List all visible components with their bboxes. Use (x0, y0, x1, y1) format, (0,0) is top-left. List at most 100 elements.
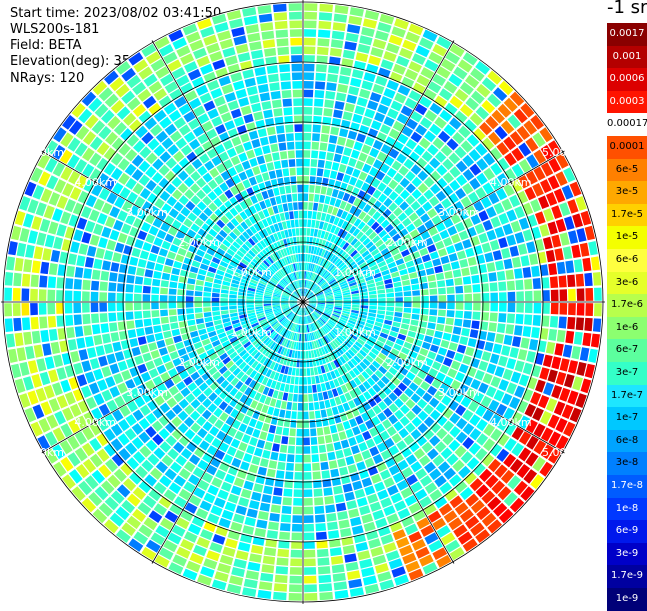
range-gate-cell (221, 285, 230, 290)
range-gate-cell (218, 75, 231, 87)
range-gate-cell (362, 430, 372, 441)
range-gate-cell (375, 517, 388, 529)
range-gate-cell (313, 393, 319, 402)
range-gate-cell (331, 315, 339, 320)
range-gate-cell (178, 103, 192, 116)
range-gate-cell (222, 239, 231, 248)
range-gate-cell (273, 323, 281, 330)
range-gate-cell (510, 411, 523, 425)
range-gate-cell (277, 222, 284, 231)
range-gate-cell (105, 376, 116, 388)
range-gate-cell (429, 302, 438, 309)
range-gate-cell (255, 294, 263, 298)
range-gate-cell (338, 262, 345, 269)
range-gate-cell (103, 443, 117, 457)
range-gate-cell (253, 372, 261, 381)
range-gate-cell (275, 288, 283, 293)
range-gate-cell (289, 284, 295, 291)
range-gate-cell (373, 344, 382, 352)
range-gate-cell (234, 326, 243, 332)
range-gate-cell (540, 427, 554, 442)
range-gate-cell (171, 416, 183, 428)
range-gate-cell (353, 141, 363, 151)
range-gate-cell (429, 157, 441, 169)
range-gate-cell (490, 292, 498, 302)
colorbar-swatch (607, 565, 647, 589)
range-gate-cell (75, 125, 90, 140)
range-gate-cell (93, 223, 104, 236)
elevation-label: Elevation(deg): 35.30 (10, 54, 151, 69)
range-gate-cell (277, 204, 284, 213)
range-gate-cell (361, 567, 375, 578)
range-gate-cell (229, 309, 238, 314)
range-gate-cell (326, 82, 337, 91)
range-gate-cell (522, 362, 533, 375)
range-gate-cell (460, 196, 472, 208)
range-gate-cell (517, 243, 528, 255)
range-gate-cell (197, 133, 209, 145)
range-gate-cell (121, 223, 132, 235)
range-gate-cell (195, 318, 204, 325)
range-gate-cell (211, 116, 223, 127)
range-gate-cell (325, 504, 336, 514)
range-gate-cell (405, 399, 416, 409)
range-gate-cell (145, 360, 156, 371)
range-gate-cell (197, 393, 207, 403)
range-gate-cell (567, 390, 579, 405)
range-gate-cell (357, 374, 366, 383)
range-gate-cell (237, 265, 246, 272)
range-gate-cell (196, 189, 206, 200)
range-gate-cell (334, 494, 345, 503)
range-gate-cell (312, 284, 318, 292)
range-gate-cell (318, 279, 325, 286)
range-gate-cell (351, 331, 360, 338)
range-gate-cell (311, 332, 315, 340)
range-gate-cell (269, 197, 277, 206)
colorbar-swatch (607, 339, 647, 363)
range-gate-cell (311, 341, 316, 349)
range-gate-cell (428, 315, 437, 323)
range-gate-cell (383, 186, 393, 197)
range-gate-cell (308, 315, 312, 323)
range-gate-cell (183, 235, 193, 244)
colorbar-tick-label: 1.7e-7 (610, 389, 644, 401)
range-gate-cell (236, 224, 245, 233)
range-gate-cell (47, 276, 57, 288)
range-gate-cell (435, 402, 447, 414)
range-gate-cell (322, 204, 329, 213)
range-gate-cell (133, 451, 146, 464)
range-gate-cell (244, 328, 253, 335)
range-gate-cell (438, 248, 448, 257)
colorbar-tick-label: 1e-9 (615, 593, 639, 604)
range-gate-cell (588, 348, 598, 363)
range-gate-cell (504, 152, 517, 166)
range-gate-cell (559, 232, 570, 246)
radial-spoke (151, 40, 304, 303)
range-gate-cell (313, 311, 320, 318)
range-gate-cell (185, 296, 194, 302)
range-gate-cell (251, 138, 261, 149)
range-gate-cell (415, 263, 425, 271)
range-gate-cell (334, 300, 343, 302)
range-gate-cell (287, 367, 293, 375)
range-gate-cell (245, 228, 254, 237)
range-gate-cell (327, 205, 334, 214)
range-gate-cell (224, 252, 233, 260)
range-gate-cell (352, 299, 360, 302)
range-gate-cell (327, 73, 338, 83)
range-gate-cell (294, 281, 298, 289)
range-gate-cell (258, 230, 266, 239)
range-gate-cell (263, 296, 272, 299)
range-gate-cell (326, 372, 333, 381)
range-gate-cell (444, 325, 453, 333)
range-gate-cell (498, 212, 509, 225)
range-gate-cell (462, 409, 474, 422)
range-gate-cell (349, 317, 357, 323)
range-gate-cell (231, 26, 245, 37)
range-gate-cell (331, 388, 339, 397)
range-gate-cell (125, 284, 134, 293)
range-gate-cell (299, 236, 303, 245)
range-gate-cell (372, 83, 385, 95)
range-gate-cell (188, 350, 198, 359)
range-gate-cell (181, 263, 191, 271)
